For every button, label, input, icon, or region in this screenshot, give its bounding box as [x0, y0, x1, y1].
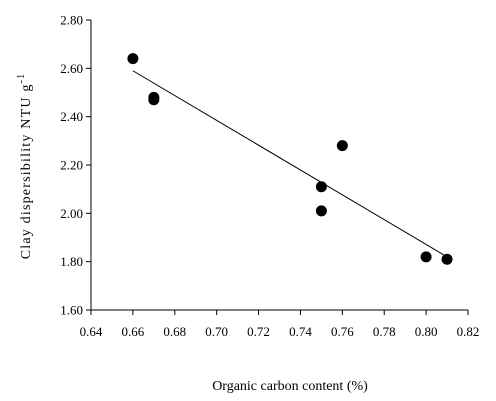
y-axis-title-superscript: -1	[16, 73, 27, 84]
y-tick-label: 2.40	[60, 109, 83, 124]
data-point	[336, 140, 348, 152]
data-points	[127, 53, 453, 265]
data-point	[420, 251, 432, 263]
x-tick-label: 0.72	[247, 324, 270, 339]
data-point	[441, 253, 453, 265]
y-tick-label: 2.60	[60, 61, 83, 76]
x-tick-label: 0.68	[163, 324, 186, 339]
tick-labels: 1.60 1.80 2.00 2.20 2.40 2.60 2.80 0.64 0.66 0.68…	[60, 13, 479, 340]
x-tick-label: 0.74	[289, 324, 312, 339]
trendline	[132, 70, 448, 258]
trendline-group	[132, 70, 448, 258]
x-tick-label: 0.70	[205, 324, 228, 339]
data-point	[127, 53, 139, 65]
x-tick-label: 0.78	[373, 324, 396, 339]
y-tick-label: 2.20	[60, 158, 83, 173]
x-tick-label: 0.76	[331, 324, 354, 339]
x-tick-label: 0.66	[122, 324, 145, 339]
x-axis-title: Organic carbon content (%)	[212, 379, 368, 394]
data-point	[315, 205, 327, 217]
axes	[90, 20, 468, 311]
y-tick-label: 1.80	[60, 254, 83, 269]
y-tick-label: 2.80	[60, 13, 83, 28]
y-axis-title: Clay dispersibility NTU g-1	[16, 73, 34, 260]
y-tick-label: 2.00	[60, 206, 83, 221]
data-point	[315, 181, 327, 193]
axis-ticks	[86, 19, 469, 315]
y-tick-label: 1.60	[60, 303, 83, 318]
x-tick-label: 0.80	[415, 324, 438, 339]
x-tick-label: 0.82	[457, 324, 480, 339]
y-axis-title-main: Clay dispersibility NTU g	[19, 83, 34, 259]
data-point	[148, 94, 160, 106]
x-tick-label: 0.64	[80, 324, 103, 339]
